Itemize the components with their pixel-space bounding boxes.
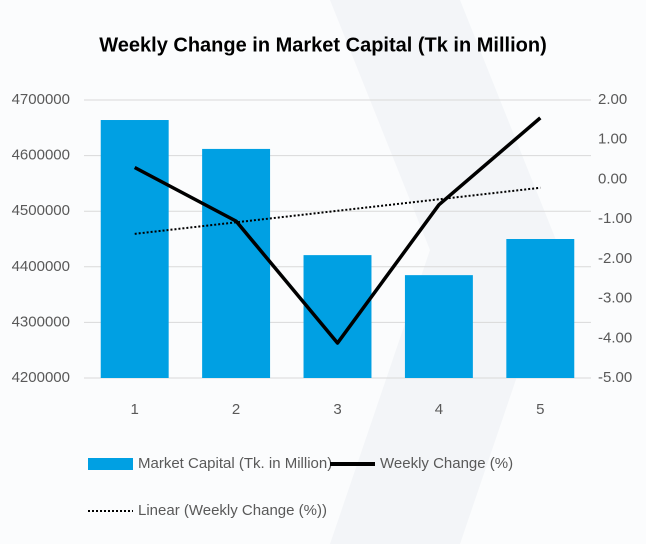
y2-tick-label: 0.00 <box>598 170 627 187</box>
y2-tick-label: -5.00 <box>598 369 632 386</box>
y-tick-label: 4700000 <box>12 91 70 108</box>
y2-tick-label: -3.00 <box>598 290 632 307</box>
y-tick-label: 4600000 <box>12 147 70 164</box>
bar <box>100 120 169 379</box>
y2-tick-label: -4.00 <box>598 329 632 346</box>
y-tick-label: 4300000 <box>12 313 70 330</box>
x-tick-label: 1 <box>131 401 139 418</box>
line <box>134 186 541 235</box>
x-tick-label: 5 <box>536 401 544 418</box>
bar <box>506 239 575 378</box>
x-tick-label: 4 <box>435 401 443 418</box>
legend-swatch <box>88 458 133 470</box>
y-tick-label: 4500000 <box>12 202 70 219</box>
x-tick-label: 3 <box>333 401 341 418</box>
legend-label: Weekly Change (%) <box>380 455 513 472</box>
x-tick-label: 2 <box>232 401 240 418</box>
chart-title: Weekly Change in Market Capital (Tk in M… <box>99 34 546 56</box>
bar <box>202 148 271 378</box>
background-shape <box>330 0 560 544</box>
bar <box>404 275 473 378</box>
legend-label: Linear (Weekly Change (%)) <box>138 502 327 519</box>
y2-tick-label: 2.00 <box>598 91 627 108</box>
legend-label: Market Capital (Tk. in Million) <box>138 455 332 472</box>
line <box>133 116 542 345</box>
y-tick-label: 4400000 <box>12 258 70 275</box>
y2-tick-label: -1.00 <box>598 210 632 227</box>
y2-tick-label: -2.00 <box>598 250 632 267</box>
y-tick-label: 4200000 <box>12 369 70 386</box>
y2-tick-label: 1.00 <box>598 131 627 148</box>
